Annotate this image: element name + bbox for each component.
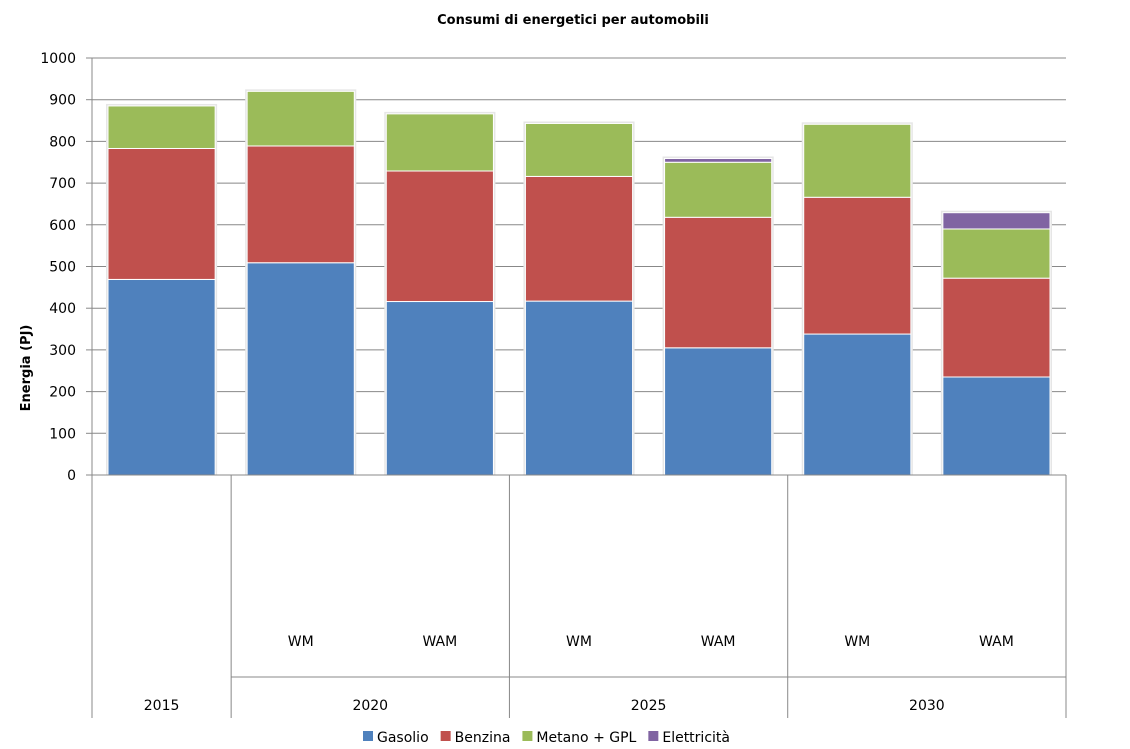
y-tick-label: 700	[49, 176, 76, 192]
y-tick-label: 500	[49, 260, 76, 276]
bar-segment-elettricit-	[942, 212, 1051, 230]
bar-segment-metano-gpl	[524, 122, 634, 177]
bar-segment-benzina	[664, 216, 773, 349]
chart-title: Consumi di energetici per automobili	[437, 13, 709, 28]
legend-swatch	[648, 731, 659, 741]
y-tick-label: 0	[67, 468, 76, 484]
bar-segment-gasolio	[385, 301, 494, 476]
x-group-label: 2030	[909, 698, 945, 714]
legend: Gasolio Benzina Metano + GPL Elettricità	[363, 730, 730, 746]
bar-segment-metano-gpl	[664, 161, 773, 218]
y-tick-label: 900	[49, 93, 76, 109]
axes: 0 100 200 300 400 500 600 700 800 900 1000 WM WAM WM W…	[40, 51, 1067, 718]
y-tick-label: 200	[49, 385, 76, 401]
x-category-label: WAM	[979, 634, 1014, 650]
legend-label: Gasolio	[377, 730, 429, 746]
x-group-label: 2020	[352, 698, 388, 714]
bar-segment-gasolio	[803, 333, 912, 476]
y-tick-label: 600	[49, 218, 76, 234]
bar-segment-gasolio	[524, 300, 634, 476]
bar-segment-metano-gpl	[107, 105, 216, 149]
bar-segment-metano-gpl	[246, 90, 355, 147]
legend-label: Elettricità	[662, 730, 730, 746]
bar-segment-gasolio	[942, 376, 1051, 476]
x-category-label: WM	[844, 634, 870, 650]
y-tick-label: 300	[49, 343, 76, 359]
bar-segment-benzina	[803, 196, 912, 335]
bar-segment-benzina	[107, 147, 216, 280]
x-category-label: WAM	[422, 634, 457, 650]
y-tick-label: 1000	[40, 51, 76, 67]
x-category-label: WM	[566, 634, 592, 650]
legend-swatch	[363, 731, 373, 741]
bar-segment-gasolio	[246, 262, 355, 476]
bar-segment-gasolio	[107, 278, 216, 476]
legend-label: Benzina	[455, 730, 511, 746]
legend-label: Metano + GPL	[536, 730, 636, 746]
y-tick-label: 400	[49, 301, 76, 317]
bar-segment-elettricit-	[664, 157, 773, 163]
bar-segment-benzina	[246, 145, 355, 264]
bar-segment-metano-gpl	[803, 123, 912, 198]
x-category-label: WM	[288, 634, 314, 650]
bar-segment-metano-gpl	[385, 113, 494, 172]
x-group-label: 2015	[144, 698, 180, 714]
x-group-label: 2025	[631, 698, 667, 714]
bar-segment-benzina	[942, 277, 1051, 378]
bar-segment-gasolio	[664, 347, 773, 476]
bar-segment-benzina	[524, 175, 634, 302]
y-tick-label: 800	[49, 134, 76, 150]
bars	[106, 89, 1052, 476]
legend-swatch	[440, 731, 451, 741]
y-axis-label: Energia (PJ)	[19, 325, 34, 412]
bar-segment-metano-gpl	[942, 228, 1051, 279]
legend-swatch	[522, 731, 533, 741]
y-tick-label: 100	[49, 426, 76, 442]
x-category-label: WAM	[701, 634, 736, 650]
bar-segment-benzina	[385, 170, 494, 303]
